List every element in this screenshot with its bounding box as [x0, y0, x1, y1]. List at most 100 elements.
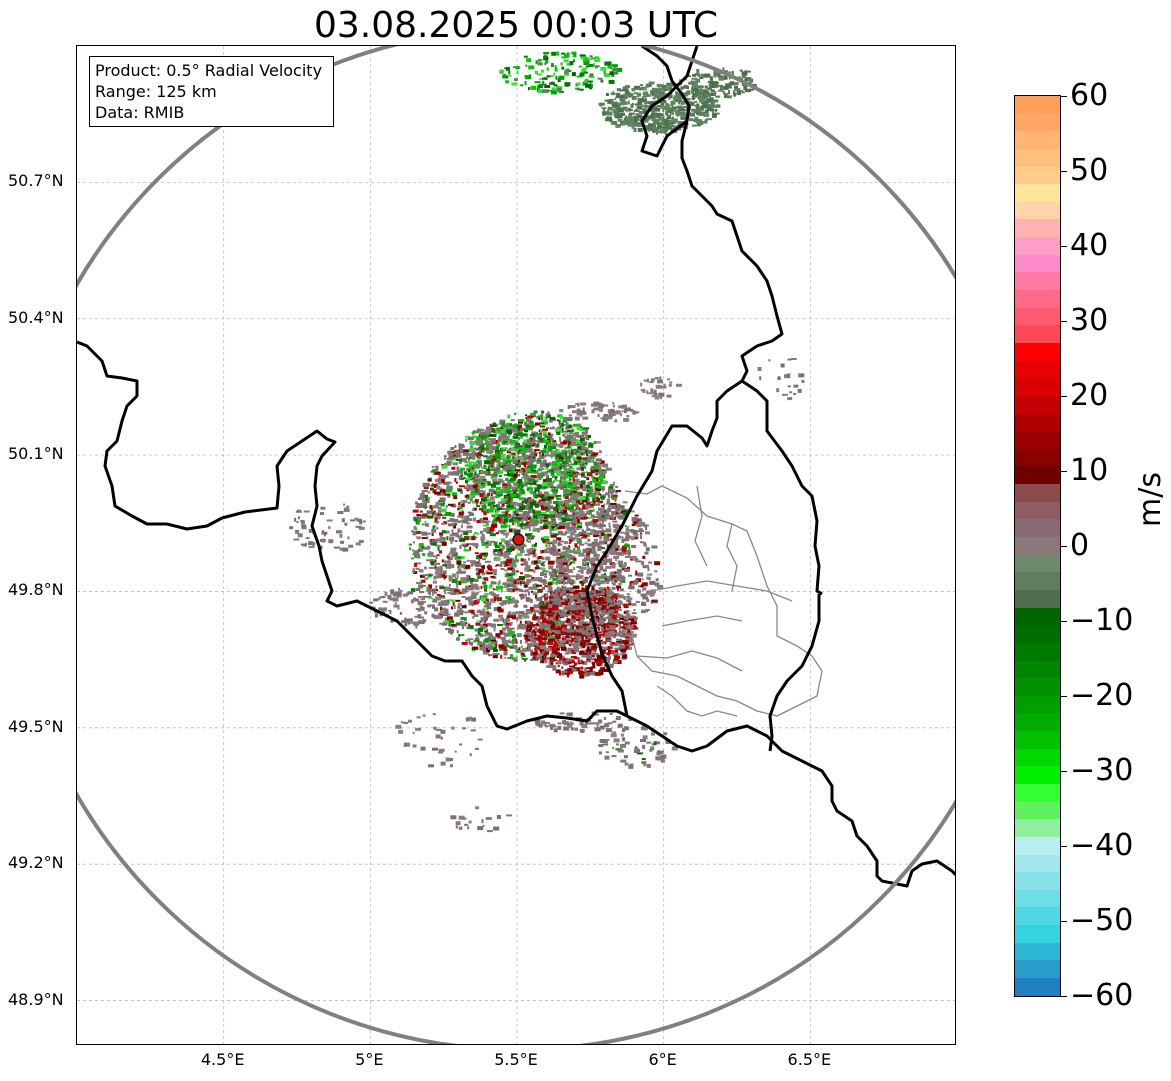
colorbar-tick-label: −40 [1070, 828, 1134, 863]
colorbar-swatch [1015, 448, 1060, 467]
colorbar-swatch [1015, 872, 1060, 890]
colorbar-tick [1061, 321, 1067, 322]
colorbar-swatch [1015, 783, 1060, 802]
lat-tick-label: 49.5°N [8, 716, 64, 736]
colorbar-tick-label: 50 [1070, 153, 1109, 188]
colorbar-swatch [1015, 325, 1060, 343]
colorbar-swatch [1015, 148, 1060, 167]
data-source-label: Data: RMIB [95, 103, 185, 122]
regional-borders [624, 485, 823, 717]
range-label: Range: 125 km [95, 82, 217, 101]
colorbar-swatch [1015, 660, 1060, 679]
colorbar-tick [1061, 171, 1067, 172]
colorbar-swatch [1015, 219, 1060, 238]
colorbar-swatch [1015, 184, 1060, 202]
lon-tick-label: 6°E [648, 1050, 677, 1069]
colorbar-swatch [1015, 131, 1060, 149]
colorbar-swatch [1015, 978, 1060, 996]
colorbar-tick [1061, 396, 1067, 397]
colorbar-tick [1061, 846, 1067, 847]
colorbar-swatch [1015, 272, 1060, 291]
colorbar-tick [1061, 621, 1067, 622]
colorbar-swatch [1015, 519, 1060, 538]
colorbar-tick-label: 10 [1070, 453, 1109, 488]
colorbar-swatch [1015, 113, 1060, 132]
colorbar-swatch [1015, 766, 1060, 784]
colorbar-swatch [1015, 431, 1060, 449]
lat-tick-label: 50.7°N [8, 171, 64, 191]
colorbar-swatch [1015, 484, 1060, 502]
product-info-box: Product: 0.5° Radial Velocity Range: 125… [89, 56, 334, 127]
colorbar-tick-label: 60 [1070, 78, 1109, 113]
colorbar-tick [1061, 696, 1067, 697]
colorbar-swatch [1015, 290, 1060, 308]
colorbar-swatch [1015, 501, 1060, 520]
colorbar-swatch [1015, 96, 1060, 114]
colorbar-swatch [1015, 836, 1060, 855]
velocity-colorbar [1014, 95, 1061, 997]
colorbar-tick [1061, 246, 1067, 247]
lon-tick-label: 6.5°E [787, 1050, 832, 1069]
lon-tick-label: 5°E [355, 1050, 384, 1069]
colorbar-swatch [1015, 554, 1060, 573]
colorbar-swatch [1015, 342, 1060, 361]
colorbar-swatch [1015, 360, 1060, 379]
colorbar-tick-label: −10 [1070, 603, 1134, 638]
colorbar-swatch [1015, 413, 1060, 432]
colorbar-swatch [1015, 589, 1060, 608]
colorbar-swatch [1015, 960, 1060, 979]
lat-tick-label: 49.2°N [8, 853, 64, 873]
colorbar-swatch [1015, 801, 1060, 820]
colorbar-swatch [1015, 625, 1060, 643]
colorbar-swatch [1015, 889, 1060, 908]
radar-site-marker [512, 533, 525, 546]
colorbar-swatch [1015, 678, 1060, 696]
map-title: 03.08.2025 00:03 UTC [313, 5, 719, 46]
colorbar-swatch [1015, 748, 1060, 767]
colorbar-tick-label: 20 [1070, 378, 1109, 413]
colorbar-tick-label: 0 [1070, 528, 1090, 563]
product-label: Product: 0.5° Radial Velocity [95, 61, 323, 80]
radar-map-canvas [77, 46, 955, 1044]
colorbar-swatch [1015, 254, 1060, 273]
lat-tick-label: 48.9°N [8, 989, 64, 1009]
radar-map[interactable] [76, 45, 956, 1045]
colorbar-swatch [1015, 854, 1060, 873]
colorbar-tick-label: 30 [1070, 303, 1109, 338]
colorbar-tick [1061, 546, 1067, 547]
lat-tick-label: 49.8°N [8, 580, 64, 600]
colorbar-tick [1061, 921, 1067, 922]
colorbar-tick [1061, 96, 1067, 97]
colorbar-swatch [1015, 466, 1060, 485]
colorbar-swatch [1015, 537, 1060, 555]
country-borders [77, 46, 955, 888]
colorbar-swatch [1015, 166, 1060, 185]
colorbar-tick-label: −30 [1070, 753, 1134, 788]
lat-tick-label: 50.4°N [8, 307, 64, 327]
colorbar-swatch [1015, 695, 1060, 714]
colorbar-swatch [1015, 713, 1060, 732]
colorbar-tick-label: −60 [1070, 978, 1134, 1013]
colorbar-swatch [1015, 642, 1060, 661]
lon-tick-label: 4.5°E [200, 1050, 245, 1069]
colorbar-swatch [1015, 237, 1060, 255]
colorbar-tick-label: −20 [1070, 678, 1134, 713]
colorbar-swatch [1015, 607, 1060, 626]
colorbar-tick [1061, 771, 1067, 772]
colorbar-swatch [1015, 731, 1060, 749]
colorbar-swatch [1015, 907, 1060, 926]
colorbar-swatch [1015, 307, 1060, 326]
colorbar-swatch [1015, 201, 1060, 220]
colorbar-tick [1061, 996, 1067, 997]
colorbar-swatch [1015, 395, 1060, 414]
lat-tick-label: 50.1°N [8, 444, 64, 464]
colorbar-tick-label: −50 [1070, 903, 1134, 938]
colorbar-tick [1061, 471, 1067, 472]
lon-tick-label: 5.5°E [494, 1050, 538, 1069]
colorbar-swatch [1015, 819, 1060, 837]
colorbar-tick-label: 40 [1070, 228, 1109, 263]
colorbar-swatch [1015, 925, 1060, 943]
colorbar-swatch [1015, 378, 1060, 396]
colorbar-swatch [1015, 572, 1060, 590]
colorbar-swatch [1015, 942, 1060, 961]
